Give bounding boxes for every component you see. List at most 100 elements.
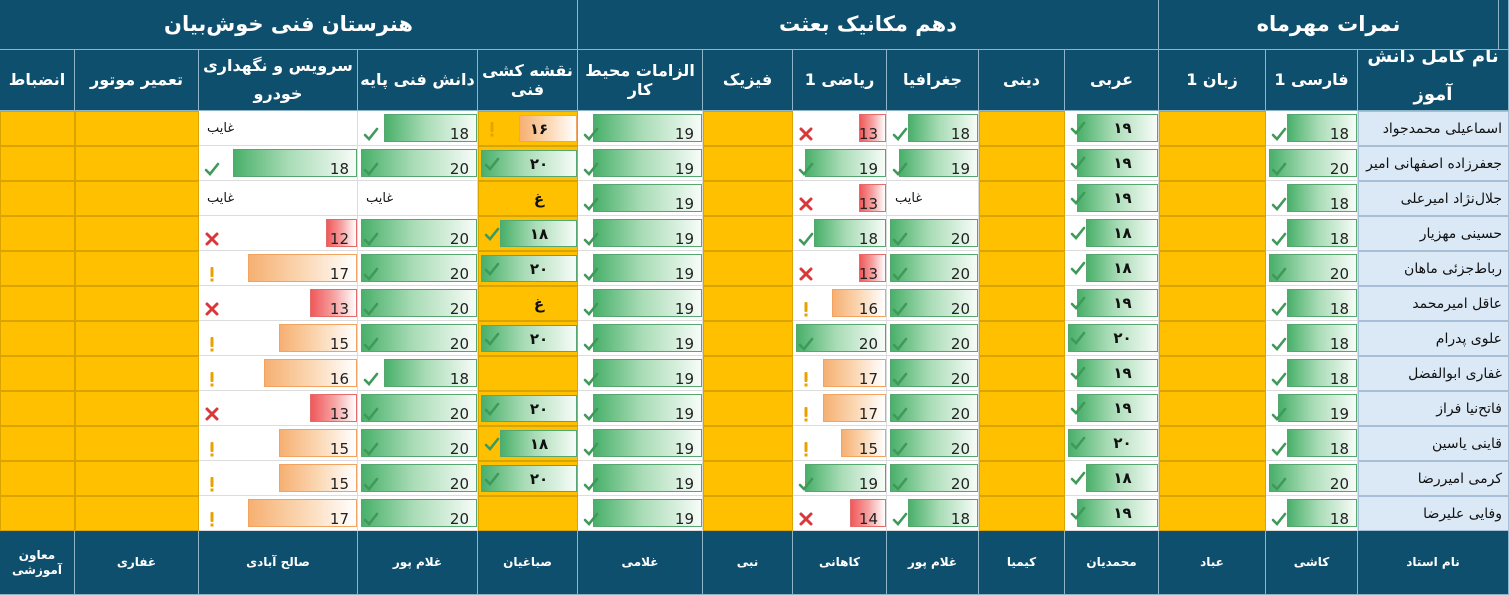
score-cell[interactable]: 15 <box>793 426 887 461</box>
student-name[interactable]: وفایی علیرضا <box>1358 496 1509 531</box>
score-cell[interactable]: 17 <box>199 496 358 531</box>
empty-cell[interactable] <box>1159 286 1266 321</box>
score-cell[interactable]: 20 <box>358 461 478 496</box>
empty-cell[interactable] <box>1159 321 1266 356</box>
student-name[interactable]: اسماعیلی محمدجواد <box>1358 111 1509 146</box>
score-cell[interactable]: ۱۹ <box>1065 286 1159 321</box>
score-cell[interactable]: 15 <box>199 321 358 356</box>
score-cell[interactable]: 20 <box>887 391 979 426</box>
score-cell[interactable]: ۱۹ <box>1065 391 1159 426</box>
score-cell[interactable]: 18 <box>1266 356 1358 391</box>
empty-cell[interactable] <box>0 496 75 531</box>
empty-cell[interactable] <box>75 496 199 531</box>
empty-cell[interactable] <box>979 496 1065 531</box>
score-cell[interactable]: ۱۸ <box>1065 461 1159 496</box>
score-cell[interactable]: ۲۰ <box>1065 426 1159 461</box>
score-cell[interactable]: 18 <box>1266 181 1358 216</box>
empty-cell[interactable] <box>979 286 1065 321</box>
score-cell[interactable]: ۱۹ <box>1065 181 1159 216</box>
empty-cell[interactable] <box>0 391 75 426</box>
score-cell[interactable]: 20 <box>1266 146 1358 181</box>
empty-cell[interactable] <box>1159 216 1266 251</box>
score-cell[interactable]: 19 <box>578 146 703 181</box>
empty-cell[interactable] <box>1159 461 1266 496</box>
score-cell[interactable]: غ <box>478 181 578 216</box>
score-cell[interactable]: 19 <box>578 321 703 356</box>
empty-cell[interactable] <box>979 391 1065 426</box>
score-cell[interactable]: 13 <box>199 391 358 426</box>
score-cell[interactable]: 20 <box>793 321 887 356</box>
empty-cell[interactable] <box>979 111 1065 146</box>
empty-cell[interactable] <box>703 146 793 181</box>
empty-cell[interactable] <box>1159 391 1266 426</box>
score-cell[interactable]: ۱۸ <box>478 426 578 461</box>
score-cell[interactable]: ۲۰ <box>478 461 578 496</box>
score-cell[interactable]: ۲۰ <box>478 251 578 286</box>
score-cell[interactable]: ۱۶ <box>478 111 578 146</box>
score-cell[interactable]: 18 <box>358 356 478 391</box>
score-cell[interactable]: 20 <box>887 461 979 496</box>
score-cell[interactable]: 18 <box>887 111 979 146</box>
absent-cell[interactable]: غایب <box>199 181 358 216</box>
score-cell[interactable]: ۲۰ <box>478 321 578 356</box>
empty-cell[interactable] <box>75 391 199 426</box>
score-cell[interactable]: ۱۹ <box>1065 146 1159 181</box>
score-cell[interactable]: 18 <box>358 111 478 146</box>
score-cell[interactable]: 20 <box>358 146 478 181</box>
score-cell[interactable]: ۲۰ <box>478 146 578 181</box>
empty-cell[interactable] <box>0 461 75 496</box>
student-name[interactable]: جعفرزاده اصفهانی امیر <box>1358 146 1509 181</box>
score-cell[interactable]: 15 <box>199 426 358 461</box>
score-cell[interactable]: 20 <box>358 426 478 461</box>
score-cell[interactable]: 18 <box>1266 216 1358 251</box>
empty-cell[interactable] <box>75 426 199 461</box>
empty-cell[interactable] <box>1159 356 1266 391</box>
student-name[interactable]: رباط‌جزئی ماهان <box>1358 251 1509 286</box>
score-cell[interactable]: 18 <box>1266 426 1358 461</box>
score-cell[interactable]: 19 <box>578 286 703 321</box>
score-cell[interactable]: 18 <box>793 216 887 251</box>
score-cell[interactable]: 20 <box>358 216 478 251</box>
score-cell[interactable]: 13 <box>793 181 887 216</box>
empty-cell[interactable] <box>1159 251 1266 286</box>
empty-cell[interactable] <box>0 216 75 251</box>
score-cell[interactable]: 18 <box>887 496 979 531</box>
score-cell[interactable]: 17 <box>199 251 358 286</box>
empty-cell[interactable] <box>0 111 75 146</box>
score-cell[interactable]: ۲۰ <box>478 391 578 426</box>
score-cell[interactable]: 19 <box>578 251 703 286</box>
score-cell[interactable]: 20 <box>1266 251 1358 286</box>
empty-cell[interactable] <box>703 356 793 391</box>
empty-cell[interactable] <box>75 321 199 356</box>
score-cell[interactable]: 20 <box>358 251 478 286</box>
student-name[interactable]: فاتح‌نیا فراز <box>1358 391 1509 426</box>
score-cell[interactable]: غ <box>478 286 578 321</box>
empty-cell[interactable] <box>75 146 199 181</box>
score-cell[interactable]: 14 <box>793 496 887 531</box>
score-cell[interactable]: 20 <box>358 286 478 321</box>
empty-cell[interactable] <box>703 286 793 321</box>
score-cell[interactable]: 19 <box>578 216 703 251</box>
score-cell[interactable]: ۲۰ <box>1065 321 1159 356</box>
student-name[interactable]: غفاری ابوالفضل <box>1358 356 1509 391</box>
empty-cell[interactable] <box>75 286 199 321</box>
score-cell[interactable]: 16 <box>199 356 358 391</box>
score-cell[interactable]: ۱۸ <box>478 216 578 251</box>
empty-cell[interactable] <box>979 146 1065 181</box>
empty-cell[interactable] <box>1159 426 1266 461</box>
empty-cell[interactable] <box>75 181 199 216</box>
empty-cell[interactable] <box>703 181 793 216</box>
empty-cell[interactable] <box>703 461 793 496</box>
empty-cell[interactable] <box>979 461 1065 496</box>
student-name[interactable]: عاقل امیرمحمد <box>1358 286 1509 321</box>
score-cell[interactable]: 19 <box>1266 391 1358 426</box>
empty-cell[interactable] <box>75 356 199 391</box>
score-cell[interactable]: 19 <box>578 111 703 146</box>
empty-cell[interactable] <box>478 356 578 391</box>
empty-cell[interactable] <box>0 181 75 216</box>
absent-cell[interactable]: غایب <box>358 181 478 216</box>
empty-cell[interactable] <box>0 251 75 286</box>
score-cell[interactable]: 18 <box>1266 496 1358 531</box>
score-cell[interactable]: 19 <box>578 356 703 391</box>
empty-cell[interactable] <box>0 426 75 461</box>
